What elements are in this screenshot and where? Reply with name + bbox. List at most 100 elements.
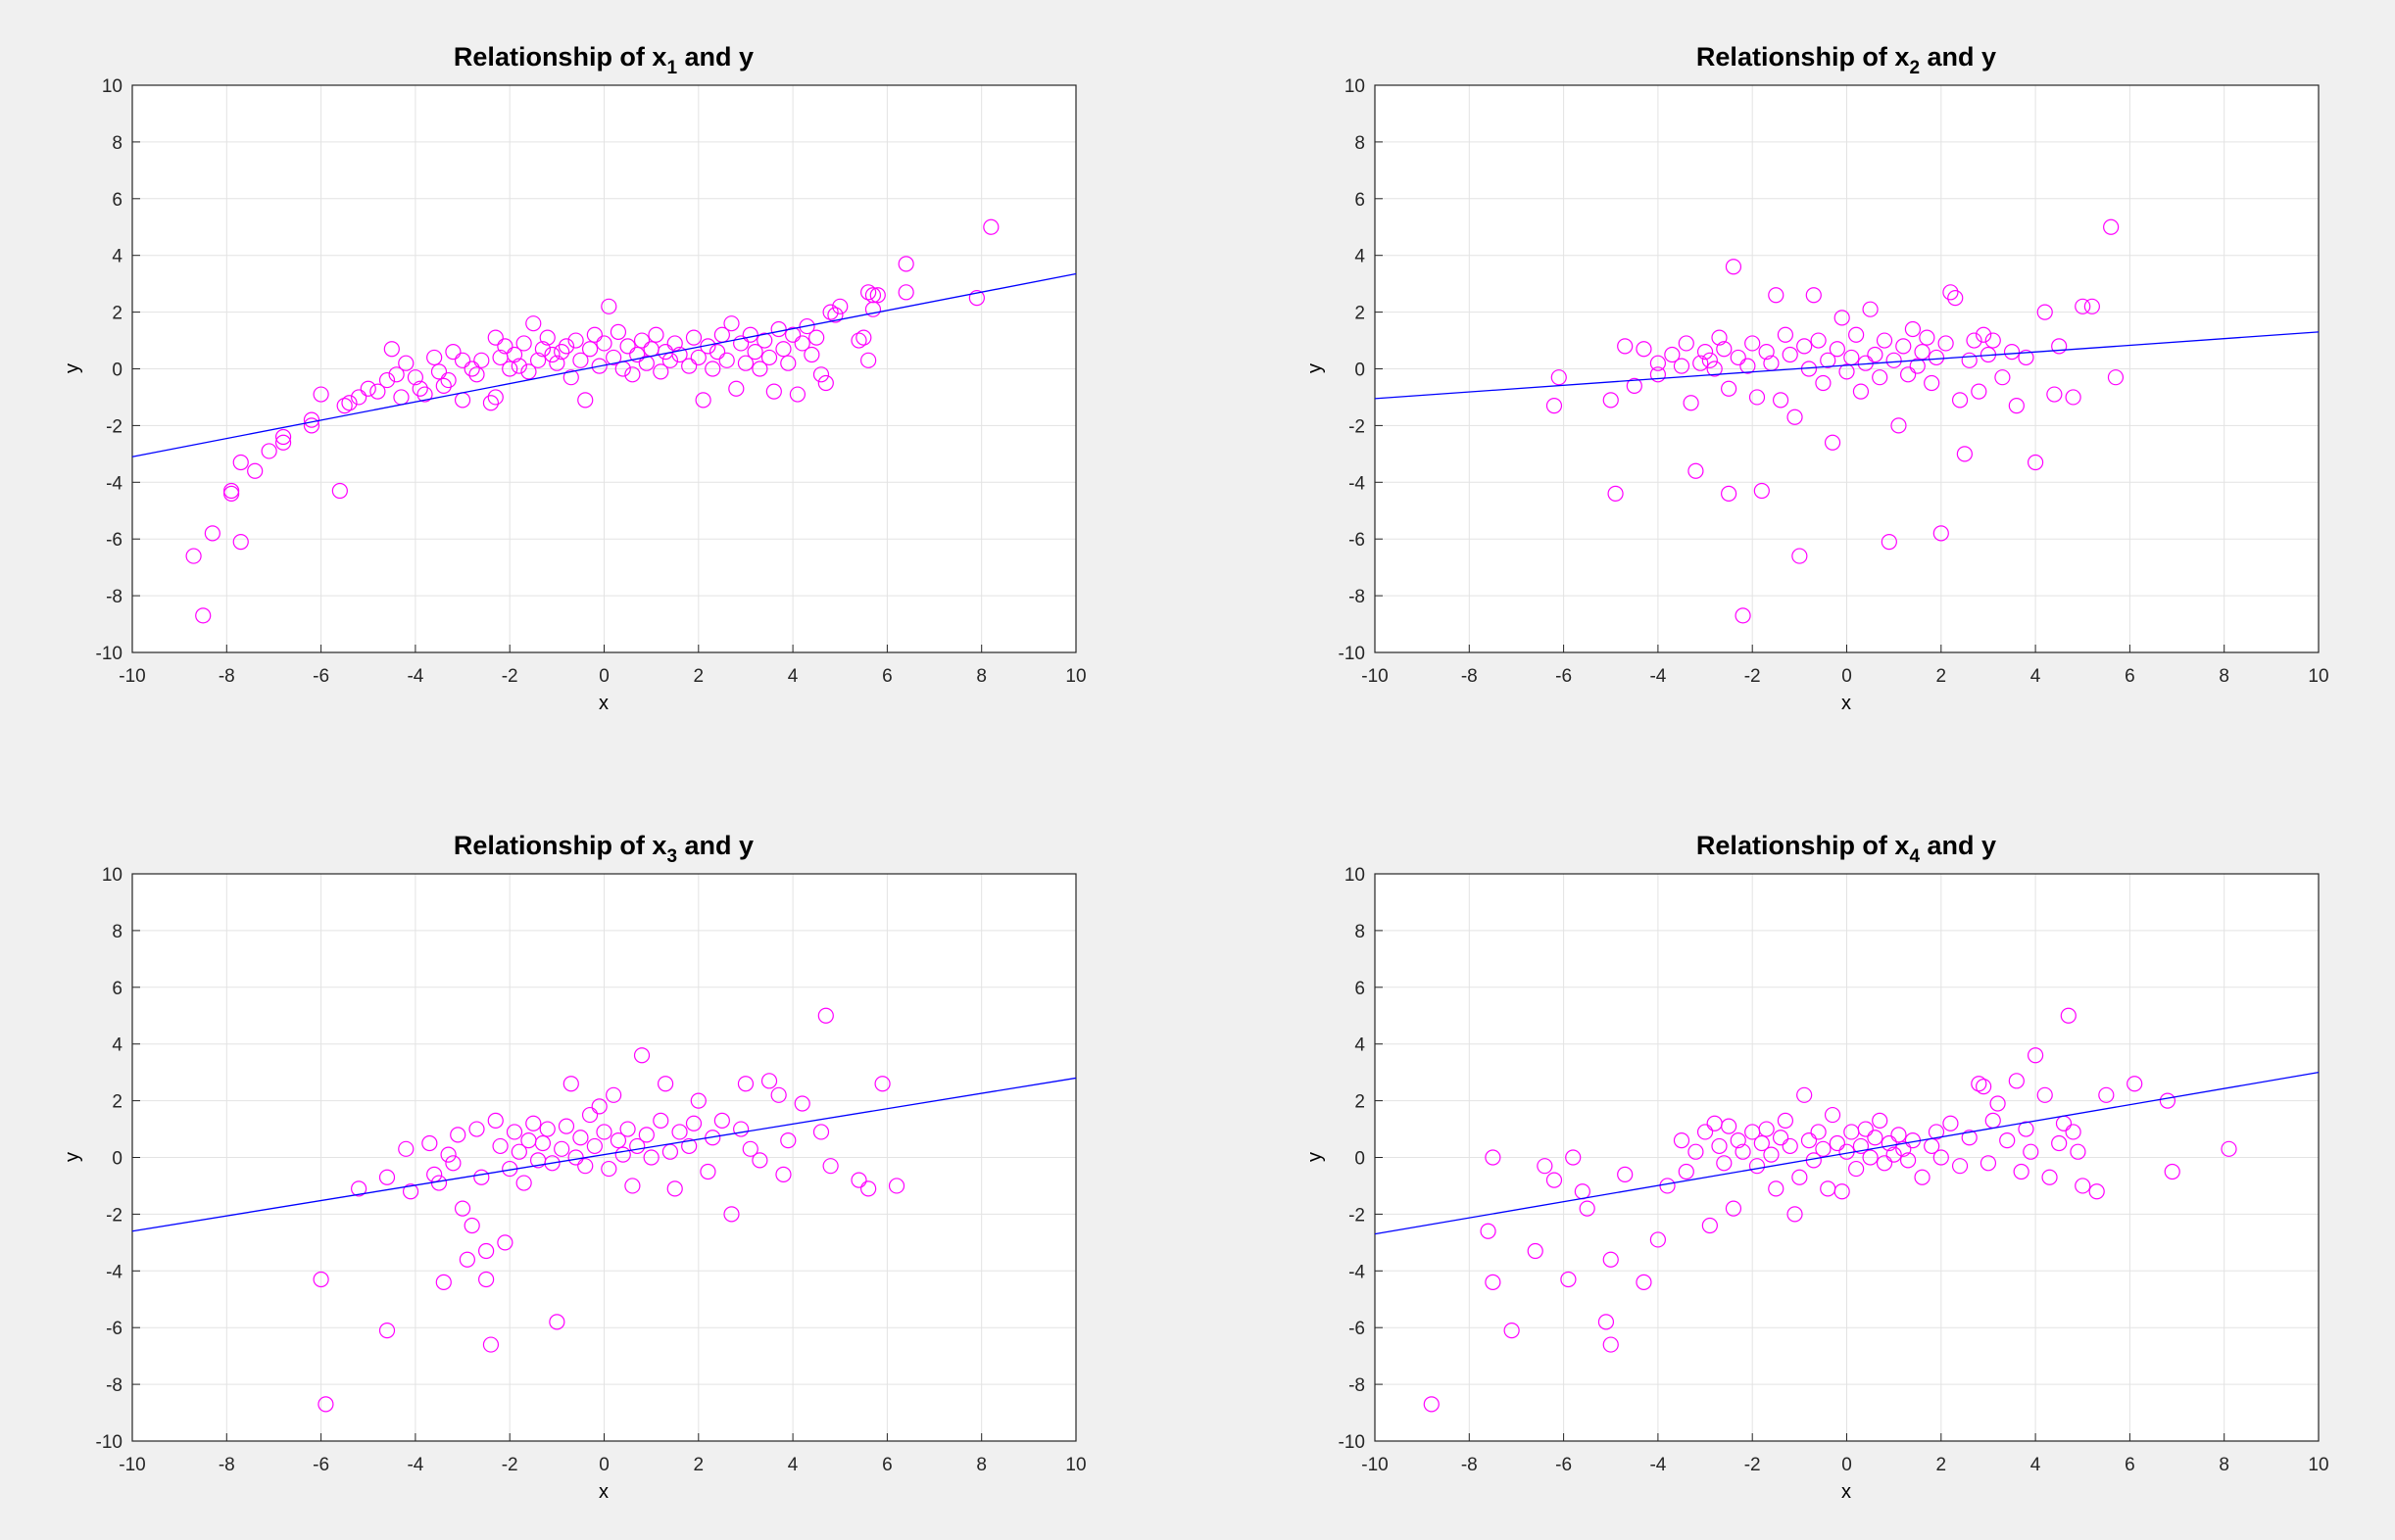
- scatter-point: [402, 1183, 419, 1200]
- scatter-point: [558, 338, 575, 355]
- y-tick-label: -10: [96, 1432, 122, 1453]
- scatter-point: [653, 1112, 669, 1129]
- y-tick-label: -2: [1348, 416, 1365, 437]
- subplot-2[interactable]: Relationship of x2 and y x y -10 -8 -6 -4 -2…: [1304, 42, 2329, 714]
- scatter-point: [1895, 1140, 1912, 1157]
- scatter-point: [430, 363, 448, 380]
- scatter-point: [1678, 335, 1694, 352]
- y-tick-label: -4: [1348, 473, 1365, 494]
- scatter-point: [808, 329, 825, 346]
- y-tick-label: 4: [112, 1035, 122, 1056]
- axes-box: [1374, 84, 2320, 653]
- scatter-point: [1768, 287, 1784, 304]
- scatter-point: [851, 1172, 867, 1188]
- subplot-1[interactable]: Relationship of x1 and y x y -10 -8 -6 -4 -2…: [62, 42, 1087, 714]
- scatter-point: [629, 1137, 646, 1155]
- axes-box: [1374, 873, 2320, 1442]
- x-tick-label: 0: [599, 666, 610, 687]
- scatter-point: [633, 332, 651, 349]
- scatter-point: [591, 1098, 608, 1115]
- scatter-point: [733, 335, 750, 352]
- scatter-point: [1848, 1160, 1865, 1178]
- y-tick-label: -10: [1339, 644, 1365, 664]
- scatter-point: [388, 366, 405, 383]
- scatter-point: [1579, 1200, 1595, 1217]
- scatter-point: [554, 344, 570, 361]
- scatter-point: [426, 349, 443, 366]
- scatter-point: [1744, 335, 1761, 352]
- scatter-point: [506, 1124, 523, 1140]
- x-tick-label: 4: [788, 1455, 799, 1475]
- scatter-point: [742, 1140, 758, 1157]
- scatter-point: [775, 1166, 792, 1182]
- scatter-point: [473, 352, 490, 368]
- scatter-point: [369, 383, 386, 400]
- scatter-point: [435, 1274, 452, 1290]
- y-tick-label: -6: [1348, 1319, 1365, 1339]
- scatter-point: [1824, 1106, 1841, 1124]
- scatter-point: [2018, 349, 2034, 366]
- scatter-point: [497, 1234, 513, 1251]
- scatter-point: [869, 287, 886, 304]
- scatter-point: [728, 380, 745, 397]
- scatter-point: [666, 1180, 683, 1197]
- scatter-point: [1796, 1086, 1813, 1103]
- scatter-point: [478, 1242, 495, 1260]
- scatter-point: [610, 1132, 627, 1149]
- scatter-point: [765, 383, 782, 400]
- scatter-point: [1881, 533, 1897, 551]
- scatter-point: [1942, 284, 1959, 301]
- y-tick-label: 8: [1354, 133, 1365, 154]
- scatter-point: [742, 326, 758, 343]
- scatter-point: [1725, 259, 1742, 275]
- y-tick-label: -6: [106, 530, 122, 551]
- scatter-point: [1924, 374, 1940, 392]
- subplot-3[interactable]: Relationship of x3 and y x y -10 -8 -6 -4 -2…: [62, 831, 1087, 1503]
- scatter-point: [770, 320, 787, 338]
- scatter-point: [313, 386, 329, 403]
- scatter-point: [1725, 1200, 1742, 1217]
- scatter-point: [1829, 341, 1845, 358]
- scatter-point: [378, 371, 396, 389]
- scatter-point: [709, 344, 726, 361]
- scatter-point: [572, 352, 589, 368]
- scatter-point: [1942, 1115, 1959, 1131]
- scatter-point: [331, 482, 348, 500]
- scatter-point: [1777, 1112, 1794, 1129]
- scatter-point: [539, 329, 556, 346]
- scatter-point: [1994, 369, 2011, 386]
- scatter-point: [482, 1336, 500, 1353]
- scatter-point: [2098, 1086, 2115, 1103]
- scatter-point: [2046, 386, 2063, 403]
- scatter-point: [1687, 462, 1704, 479]
- x-tick-label: 4: [2030, 1455, 2041, 1475]
- x-tick-label: -4: [407, 666, 423, 687]
- scatter-point: [2126, 1076, 2143, 1092]
- scatter-point: [1852, 1137, 1870, 1155]
- scatter-point: [723, 1206, 740, 1223]
- scatter-point: [1810, 1124, 1827, 1140]
- x-axis-label: x: [599, 693, 609, 714]
- scatter-point: [378, 1322, 396, 1339]
- scatter-point: [2070, 1143, 2086, 1160]
- scatter-point: [1810, 332, 1827, 349]
- scatter-point: [1772, 1130, 1789, 1146]
- scatter-point: [1971, 1076, 1987, 1092]
- scatter-point: [968, 290, 985, 307]
- axes-box: [131, 873, 1077, 1442]
- scatter-point: [983, 218, 1000, 235]
- scatter-point: [760, 1073, 778, 1089]
- x-tick-label: 6: [882, 666, 893, 687]
- scatter-point: [1735, 1143, 1751, 1160]
- scatter-point: [633, 1047, 651, 1064]
- scatter-point: [898, 256, 914, 272]
- scatter-point: [1706, 361, 1723, 377]
- scatter-point: [445, 344, 462, 361]
- scatter-point: [1664, 346, 1681, 363]
- subplot-4[interactable]: Relationship of x4 and y x y -10 -8 -6 -4 -2…: [1304, 831, 2329, 1503]
- scatter-point: [1711, 329, 1728, 346]
- scatter-point: [601, 298, 617, 314]
- y-tick-label: 2: [112, 1092, 122, 1113]
- scatter-point: [473, 1169, 490, 1185]
